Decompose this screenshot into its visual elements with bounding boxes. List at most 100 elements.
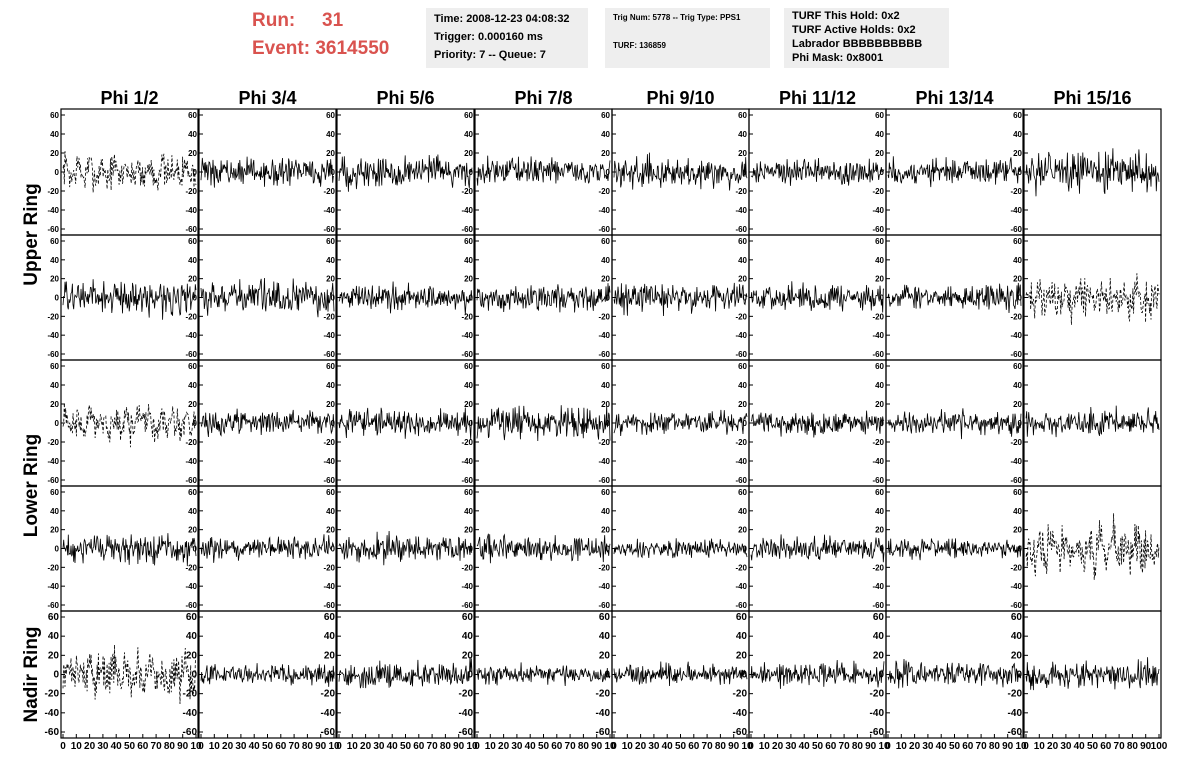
info-trig-panel: Trig Num: 5778 -- Trig Type: PPS1 TURF: … bbox=[605, 8, 770, 68]
y-tick-label: -60 bbox=[185, 601, 197, 610]
y-tick-label: 0 bbox=[743, 419, 748, 428]
waveform-r1-c4 bbox=[476, 155, 611, 186]
y-tick-label: -60 bbox=[47, 350, 59, 359]
waveform-r2-c7 bbox=[887, 282, 1022, 314]
x-tick-label: 90 bbox=[453, 741, 465, 752]
y-tick-label: -40 bbox=[323, 457, 335, 466]
x-tick-label: 40 bbox=[662, 741, 674, 752]
y-tick-label: 40 bbox=[1013, 507, 1022, 516]
y-tick-label: 40 bbox=[464, 507, 473, 516]
y-tick-label: -40 bbox=[598, 582, 610, 591]
x-tick-label: 20 bbox=[498, 741, 510, 752]
y-tick-label: 60 bbox=[462, 612, 474, 623]
y-tick-label: 20 bbox=[326, 275, 335, 284]
y-tick-label: 0 bbox=[193, 294, 198, 303]
x-tick-label: 70 bbox=[565, 741, 577, 752]
waveform-r4-c8 bbox=[1025, 513, 1160, 580]
y-tick-label: -60 bbox=[323, 225, 335, 234]
x-tick-label: 90 bbox=[177, 741, 189, 752]
y-tick-label: -20 bbox=[1010, 438, 1022, 447]
x-tick-label: 100 bbox=[1151, 741, 1168, 752]
info-turf-panel: TURF This Hold: 0x2 TURF Active Holds: 0… bbox=[784, 8, 949, 68]
waveform-r3-c4 bbox=[476, 405, 611, 442]
x-tick-label: 0 bbox=[885, 741, 891, 752]
y-tick-label: 20 bbox=[50, 400, 59, 409]
x-tick-label: 90 bbox=[1140, 741, 1152, 752]
y-tick-label: 40 bbox=[601, 256, 610, 265]
y-tick-label: -60 bbox=[598, 350, 610, 359]
y-tick-label: 60 bbox=[48, 612, 60, 623]
y-tick-label: 60 bbox=[875, 111, 884, 120]
waveform-r3-c3 bbox=[338, 407, 473, 440]
y-tick-label: 0 bbox=[606, 294, 611, 303]
x-tick-label: 50 bbox=[124, 741, 136, 752]
y-tick-label: 60 bbox=[1011, 612, 1023, 623]
x-tick-label: 10 bbox=[1034, 741, 1046, 752]
column-header-2: Phi 3/4 bbox=[238, 88, 296, 108]
y-tick-label: 20 bbox=[462, 650, 474, 661]
x-tick-label: 20 bbox=[84, 741, 96, 752]
y-tick-label: -40 bbox=[461, 206, 473, 215]
x-tick-label: 50 bbox=[1087, 741, 1099, 752]
y-tick-label: -20 bbox=[872, 563, 884, 572]
panel-frame bbox=[474, 610, 613, 739]
info-time-panel: Time: 2008-12-23 04:08:32 Trigger: 0.000… bbox=[426, 8, 588, 68]
y-tick-label: -60 bbox=[872, 350, 884, 359]
waveform-r4-c2 bbox=[200, 534, 335, 563]
x-tick-label: 0 bbox=[611, 741, 617, 752]
x-tick-label: 40 bbox=[936, 741, 948, 752]
y-tick-label: 40 bbox=[738, 256, 747, 265]
y-tick-label: 20 bbox=[1013, 400, 1022, 409]
x-tick-label: 10 bbox=[896, 741, 908, 752]
y-tick-label: -20 bbox=[461, 187, 473, 196]
y-tick-label: 60 bbox=[873, 612, 885, 623]
y-tick-label: 40 bbox=[875, 507, 884, 516]
y-tick-label: 0 bbox=[53, 670, 59, 681]
x-tick-label: 80 bbox=[989, 741, 1001, 752]
y-tick-label: -60 bbox=[1010, 225, 1022, 234]
y-tick-label: -60 bbox=[47, 476, 59, 485]
x-tick-label: 0 bbox=[474, 741, 480, 752]
trig-num-text: Trig Num: 5778 -- Trig Type: PPS1 bbox=[613, 13, 741, 22]
y-tick-label: 20 bbox=[738, 400, 747, 409]
x-tick-label: 40 bbox=[111, 741, 123, 752]
y-tick-label: -60 bbox=[735, 476, 747, 485]
y-tick-label: -60 bbox=[323, 350, 335, 359]
y-tick-label: 40 bbox=[599, 631, 611, 642]
x-tick-label: 0 bbox=[60, 741, 66, 752]
y-tick-label: -60 bbox=[183, 727, 198, 738]
y-tick-label: 40 bbox=[188, 256, 197, 265]
y-tick-label: -20 bbox=[872, 187, 884, 196]
y-tick-label: -20 bbox=[321, 689, 336, 700]
waveform-r3-c6 bbox=[751, 410, 885, 438]
x-tick-label: 60 bbox=[1100, 741, 1112, 752]
waveform-r2-c1 bbox=[62, 279, 197, 320]
y-tick-label: -40 bbox=[733, 708, 748, 719]
y-tick-label: -20 bbox=[323, 438, 335, 447]
y-tick-label: -20 bbox=[598, 187, 610, 196]
waveform-r1-c8 bbox=[1025, 148, 1160, 197]
y-tick-label: 0 bbox=[1018, 294, 1023, 303]
y-tick-label: 0 bbox=[880, 168, 885, 177]
y-tick-label: -40 bbox=[47, 206, 59, 215]
y-tick-label: 0 bbox=[469, 419, 474, 428]
run-line: Run: 31 bbox=[252, 10, 343, 32]
y-tick-label: 0 bbox=[1018, 419, 1023, 428]
x-tick-label: 60 bbox=[413, 741, 425, 752]
y-tick-label: -40 bbox=[598, 206, 610, 215]
y-tick-label: 60 bbox=[875, 237, 884, 246]
y-tick-label: 20 bbox=[188, 400, 197, 409]
y-tick-label: 20 bbox=[738, 275, 747, 284]
x-tick-label: 50 bbox=[812, 741, 824, 752]
y-tick-label: 40 bbox=[601, 381, 610, 390]
y-tick-label: 40 bbox=[186, 631, 198, 642]
y-tick-label: 20 bbox=[464, 400, 473, 409]
x-tick-label: 10 bbox=[604, 741, 616, 752]
turf-text: TURF: 136859 bbox=[613, 41, 666, 50]
y-tick-label: 0 bbox=[743, 545, 748, 554]
y-tick-label: 60 bbox=[599, 612, 611, 623]
waveform-r4-c5 bbox=[613, 538, 748, 559]
y-tick-label: -20 bbox=[733, 689, 748, 700]
x-tick-label: 30 bbox=[235, 741, 247, 752]
y-tick-label: -60 bbox=[1008, 727, 1023, 738]
